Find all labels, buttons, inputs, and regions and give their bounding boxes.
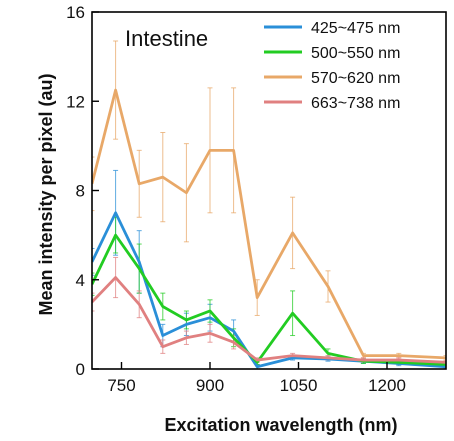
y-tick-label: 4 (76, 271, 85, 290)
legend-label: 663~738 nm (311, 95, 400, 112)
series-line (92, 88, 446, 360)
legend-label: 425~475 nm (311, 20, 400, 37)
series-line (92, 276, 446, 364)
x-tick-label: 900 (196, 376, 224, 395)
chart-title: Intestine (125, 26, 208, 51)
x-axis-title: Excitation wavelength (nm) (164, 415, 397, 435)
legend-label: 500~550 nm (311, 45, 400, 62)
error-bars (92, 40, 446, 369)
series-line (92, 233, 446, 366)
plot-region (92, 40, 446, 369)
series-lines (92, 88, 446, 369)
x-tick-label: 1200 (368, 376, 406, 395)
x-tick-label: 1050 (280, 376, 318, 395)
axis-ticks: 750 900 1050 1200 0 4 8 12 16 (66, 3, 406, 395)
y-tick-label: 0 (76, 360, 85, 379)
legend-label: 570~620 nm (311, 70, 400, 87)
y-tick-label: 16 (66, 3, 85, 22)
legend: 425~475 nm 500~550 nm 570~620 nm 663~738 nm (264, 20, 400, 112)
y-axis-title: Mean intensity per pixel (au) (36, 73, 56, 315)
x-tick-label: 750 (107, 376, 135, 395)
y-tick-label: 12 (66, 92, 85, 111)
y-tick-label: 8 (76, 182, 85, 201)
